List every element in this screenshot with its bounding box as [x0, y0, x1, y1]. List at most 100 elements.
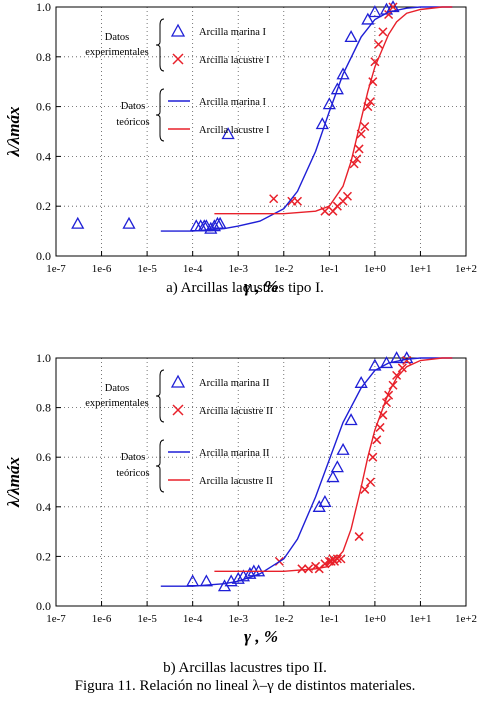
data-point-x [360, 484, 370, 494]
data-point-triangle [390, 351, 404, 364]
data-point-x [365, 477, 376, 487]
chart-panel-a: 1e-7 1e-6 1e-5 1e-4 1e-3 1e-2 1e-1 1e+0 1e+1 1e+2… [4, 0, 477, 296]
legend-brace-experimental [155, 369, 165, 423]
legend-entry-label: Arcilla marina I [199, 27, 267, 38]
legend-brace-theoretical [155, 88, 165, 142]
legend-entry-label: Arcilla lacustre I [199, 55, 270, 66]
plot-frame [55, 6, 467, 257]
y-tick-label: 0.4 [36, 500, 51, 514]
legend-group-label: Datos [105, 383, 130, 394]
data-point-x [378, 410, 388, 420]
data-point-x [342, 191, 352, 201]
legend-group-label: experimentales [85, 398, 149, 409]
x-axis-label: γ , % [244, 627, 278, 646]
x-tick-label: 1e-6 [92, 263, 112, 275]
legend-marker-x [172, 53, 184, 65]
y-tick-label: 0.2 [36, 549, 51, 563]
y-tick-label: 0.8 [36, 50, 51, 64]
legend-brace-experimental [155, 18, 165, 72]
data-point-x [397, 363, 407, 373]
y-axis-label: λ/λmáx [4, 456, 23, 508]
data-point-x [360, 121, 370, 132]
legend-group-label: teóricos [116, 468, 149, 479]
legend-marker-triangle [170, 374, 186, 388]
data-point-triangle [344, 30, 358, 43]
data-point-triangle [330, 82, 344, 95]
data-point-triangle [336, 442, 350, 455]
data-point-x [365, 97, 376, 107]
x-tick-label: 1e-2 [274, 263, 294, 275]
legend-entry-label: Arcilla marina I [199, 97, 267, 108]
data-point-x [332, 554, 342, 564]
x-tick-label: 1e+0 [364, 613, 387, 625]
data-point-triangle [221, 127, 235, 140]
legend-marker-triangle [170, 23, 186, 37]
x-tick-label: 1e+1 [409, 613, 431, 625]
data-point-x [297, 564, 307, 574]
legend-entry-label: Arcilla lacustre II [199, 406, 274, 417]
data-point-x [372, 435, 382, 445]
data-point-x [378, 27, 388, 37]
plot-frame [55, 357, 467, 607]
legend-brace-theoretical [155, 439, 165, 493]
data-point-x [402, 355, 412, 366]
x-tick-label: 1e-7 [46, 613, 66, 625]
x-tick-label: 1e-7 [46, 263, 66, 275]
data-point-x [352, 154, 362, 164]
y-tick-label: 1.0 [36, 0, 51, 14]
panel-caption: a) Arcillas lacustres tipo I. [166, 280, 324, 296]
data-point-x [392, 370, 402, 380]
legend-entry-label: Arcilla lacustre I [199, 125, 270, 136]
x-tick-label: 1e-5 [137, 263, 157, 275]
data-point-x [269, 194, 279, 204]
data-point-triangle [122, 216, 136, 229]
data-point-triangle [186, 574, 200, 587]
figure-caption: Figura 11. Relación no lineal λ–γ de dis… [75, 678, 416, 694]
x-tick-label: 1e-6 [92, 613, 112, 625]
data-point-triangle [330, 460, 344, 473]
series-line [214, 357, 453, 572]
legend-group-label: experimentales [85, 47, 149, 58]
y-tick-label: 0.4 [36, 149, 51, 163]
data-point-triangle [368, 5, 382, 18]
x-tick-label: 1e-1 [320, 613, 340, 625]
x-tick-label: 1e+2 [455, 263, 477, 275]
data-point-x [292, 196, 303, 206]
x-tick-label: 1e+1 [409, 263, 431, 275]
legend-entry-label: Arcilla lacustre II [199, 476, 274, 487]
series-line [160, 357, 453, 587]
x-tick-label: 1e+0 [364, 263, 387, 275]
data-point-triangle [207, 219, 222, 232]
x-tick-label: 1e-1 [320, 263, 340, 275]
series-line [160, 6, 453, 232]
data-point-triangle [336, 67, 350, 80]
legend-group-label: teóricos [116, 117, 149, 128]
y-tick-label: 0.2 [36, 199, 51, 213]
data-point-triangle [318, 494, 332, 507]
data-point-x [384, 390, 394, 400]
data-point-triangle [71, 216, 85, 229]
data-point-triangle [213, 216, 227, 229]
data-point-triangle [224, 574, 238, 587]
y-tick-label: 0.6 [36, 450, 51, 464]
x-axis-label: γ , % [244, 277, 278, 296]
y-tick-label: 1.0 [36, 351, 51, 365]
y-axis-label: λ/λmáx [4, 106, 23, 158]
y-tick-label: 0.0 [36, 599, 51, 613]
panel-caption: b) Arcillas lacustres tipo II. [163, 660, 327, 676]
x-tick-label: 1e-3 [228, 263, 248, 275]
series-line [214, 6, 453, 215]
legend-group-label: Datos [121, 101, 146, 112]
data-point-x [373, 39, 384, 49]
data-point-triangle [231, 571, 245, 584]
y-tick-label: 0.6 [36, 100, 51, 114]
x-tick-label: 1e+2 [455, 613, 477, 625]
data-point-x [354, 532, 364, 542]
legend-entry-label: Arcilla marina II [199, 448, 270, 459]
legend: Datos experimentales Datos teóricos Arcilla … [85, 18, 270, 142]
data-point-x [354, 144, 364, 154]
x-tick-label: 1e-5 [137, 613, 157, 625]
data-point-triangle [344, 413, 358, 426]
data-point-triangle [243, 566, 257, 579]
y-tick-label: 0.8 [36, 401, 51, 415]
